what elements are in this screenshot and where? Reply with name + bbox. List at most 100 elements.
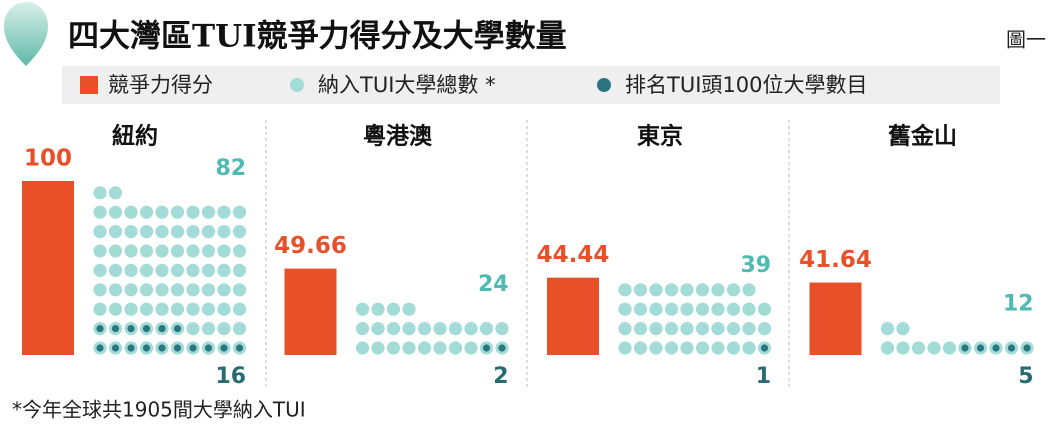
dot (355, 322, 370, 336)
dot (124, 263, 138, 277)
dot (108, 205, 123, 219)
dot (664, 341, 679, 355)
dot-top100 (158, 344, 166, 352)
dot (680, 302, 694, 316)
footnote: *今年全球共1905間大學納入TUI (12, 398, 306, 422)
legend-label: 競爭力得分 (108, 73, 213, 97)
top100-label: 16 (215, 364, 246, 389)
dot (726, 302, 741, 316)
top100-label: 5 (1018, 364, 1033, 389)
dot-top100 (760, 344, 769, 352)
dot (124, 205, 138, 219)
dot (742, 341, 756, 355)
dot (186, 322, 200, 336)
category-label: 粵港澳 (363, 123, 433, 150)
dot (108, 244, 123, 258)
dot (355, 302, 370, 316)
logo-drop (4, 2, 48, 66)
dot (124, 244, 138, 258)
dot (201, 263, 216, 277)
dot-top100 (142, 325, 151, 333)
dot (139, 283, 154, 297)
dot (633, 302, 648, 316)
value-label: 49.66 (274, 233, 347, 259)
dot (633, 341, 648, 355)
total-label: 82 (215, 156, 246, 181)
dot-top100 (158, 325, 166, 333)
dot (695, 302, 710, 316)
dot (664, 283, 679, 297)
dot (726, 322, 741, 336)
dot (649, 283, 663, 297)
dot (680, 283, 694, 297)
dot (232, 322, 247, 336)
dot (201, 244, 216, 258)
dot (433, 322, 447, 336)
dot (664, 302, 679, 316)
dot (680, 322, 694, 336)
dot (170, 205, 185, 219)
dot (479, 322, 494, 336)
dot (139, 263, 154, 277)
dot (186, 283, 200, 297)
dot (927, 341, 941, 355)
dot-top100 (111, 344, 120, 352)
dot-top100 (1023, 344, 1031, 352)
dot-top100 (142, 344, 151, 352)
dot-grid (93, 186, 247, 355)
dot (464, 322, 478, 336)
total-label: 24 (478, 272, 509, 297)
value-label: 44.44 (537, 242, 610, 268)
dot (155, 205, 169, 219)
dot (433, 341, 447, 355)
legend-label: 排名TUI頭100位大學數目 (625, 73, 867, 97)
dot (186, 205, 200, 219)
dot (633, 322, 648, 336)
dot (108, 263, 123, 277)
dot (108, 186, 123, 200)
dot-top100 (961, 344, 969, 352)
bar (284, 268, 337, 355)
dot (108, 225, 123, 239)
dot (386, 341, 401, 355)
dot (217, 225, 231, 239)
dot (726, 283, 741, 297)
dot (757, 322, 772, 336)
dot (448, 341, 463, 355)
dot-grid (618, 283, 772, 355)
dot-top100 (127, 344, 135, 352)
dot (695, 341, 710, 355)
dot (711, 341, 725, 355)
dot (201, 205, 216, 219)
dot (93, 205, 107, 219)
dot-top100 (235, 344, 244, 352)
dot (448, 322, 463, 336)
top100-label: 1 (756, 364, 771, 389)
category-label: 東京 (637, 123, 683, 150)
legend-swatch (80, 76, 98, 94)
dot (371, 302, 385, 316)
dot (93, 263, 107, 277)
legend-swatch (597, 78, 611, 92)
dot (93, 302, 107, 316)
value-label: 100 (24, 146, 72, 172)
dot (155, 263, 169, 277)
dot (201, 225, 216, 239)
dot (942, 341, 957, 355)
dot (170, 225, 185, 239)
dot (649, 302, 663, 316)
dot (711, 322, 725, 336)
dot (618, 302, 632, 316)
dot (402, 302, 416, 316)
dot (911, 341, 926, 355)
dot (217, 244, 231, 258)
dot-top100 (127, 325, 135, 333)
dot-top100 (992, 344, 1000, 352)
dot (186, 263, 200, 277)
bar (547, 277, 599, 355)
dot-top100 (189, 344, 197, 352)
dot (402, 322, 416, 336)
dot (217, 302, 231, 316)
legend-swatch (290, 78, 304, 92)
dot (186, 225, 200, 239)
